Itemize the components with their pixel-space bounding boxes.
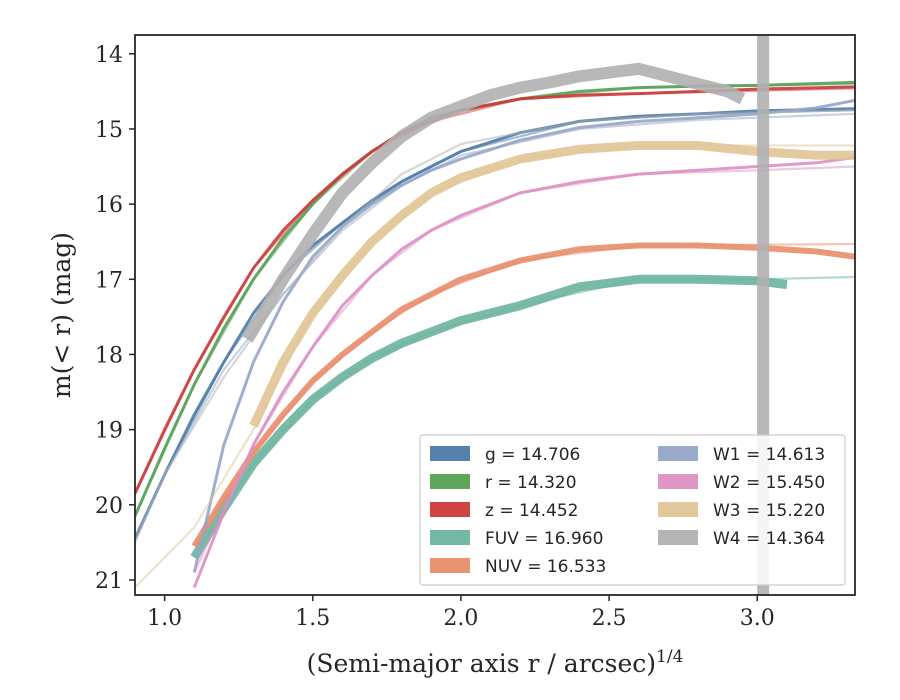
legend-label-nuv: NUV = 16.533 bbox=[485, 557, 606, 577]
data-band-g bbox=[135, 107, 855, 540]
series-layer bbox=[135, 35, 855, 595]
plot-frame bbox=[134, 34, 856, 596]
legend-label-z: z = 14.452 bbox=[485, 501, 578, 521]
x-tick-label: 1.5 bbox=[295, 606, 330, 631]
legend-label-w3: W3 = 15.220 bbox=[713, 501, 825, 521]
data-band-w2 bbox=[192, 156, 855, 589]
legend-label-w2: W2 = 15.450 bbox=[713, 473, 825, 493]
legend-swatch-g bbox=[430, 446, 470, 461]
legend-swatch-w1 bbox=[658, 446, 698, 461]
y-tick-label: 17 bbox=[95, 268, 123, 293]
data-band-w4 bbox=[242, 62, 746, 343]
y-tick-label: 20 bbox=[95, 494, 123, 519]
legend-label-w4: W4 = 14.364 bbox=[713, 529, 825, 549]
y-tick-label: 18 bbox=[95, 343, 123, 368]
y-tick-label: 15 bbox=[95, 118, 123, 143]
legend-swatch-fuv bbox=[430, 530, 470, 545]
x-axis-label-superscript: 1/4 bbox=[656, 647, 683, 667]
y-tick-label: 19 bbox=[95, 419, 123, 444]
legend-frame bbox=[419, 434, 846, 586]
data-band-w1 bbox=[192, 98, 855, 573]
legend-label-fuv: FUV = 16.960 bbox=[485, 529, 603, 549]
x-tick-label: 2.5 bbox=[592, 606, 627, 631]
y-axis-label: m(< r) (mag) bbox=[47, 232, 76, 398]
legend-label-g: g = 14.706 bbox=[485, 445, 580, 465]
legend: g = 14.706 r = 14.320 z = 14.452 FUV = 16.9… bbox=[419, 434, 846, 586]
legend-swatch-w2 bbox=[658, 474, 698, 489]
legend-swatch-z bbox=[430, 502, 470, 517]
y-tick-label: 21 bbox=[95, 569, 123, 594]
x-tick-label: 3.0 bbox=[740, 606, 775, 631]
data-band-w3 bbox=[249, 141, 855, 428]
model-line-w4 bbox=[135, 109, 855, 543]
legend-swatch-nuv bbox=[430, 558, 470, 573]
legend-label-w1: W1 = 14.613 bbox=[713, 445, 825, 465]
x-tick-label: 1.0 bbox=[147, 606, 182, 631]
y-tick-label: 14 bbox=[95, 43, 123, 68]
legend-swatch-w3 bbox=[658, 502, 698, 517]
y-tick-label: 16 bbox=[95, 193, 123, 218]
x-tick-label: 2.0 bbox=[443, 606, 478, 631]
tick-layer: 1.0 1.5 2.0 2.5 3.0 14 15 16 17 18 19 20 21 bbox=[95, 43, 775, 631]
x-axis-label: (Semi-major axis r / arcsec)1/4 bbox=[307, 647, 684, 678]
model-line-w1 bbox=[135, 112, 855, 540]
legend-swatch-w4 bbox=[658, 530, 698, 545]
data-band-nuv bbox=[191, 242, 855, 548]
legend-swatch-r bbox=[430, 474, 470, 489]
data-band-fuv bbox=[190, 274, 788, 560]
legend-label-r: r = 14.320 bbox=[485, 473, 577, 493]
